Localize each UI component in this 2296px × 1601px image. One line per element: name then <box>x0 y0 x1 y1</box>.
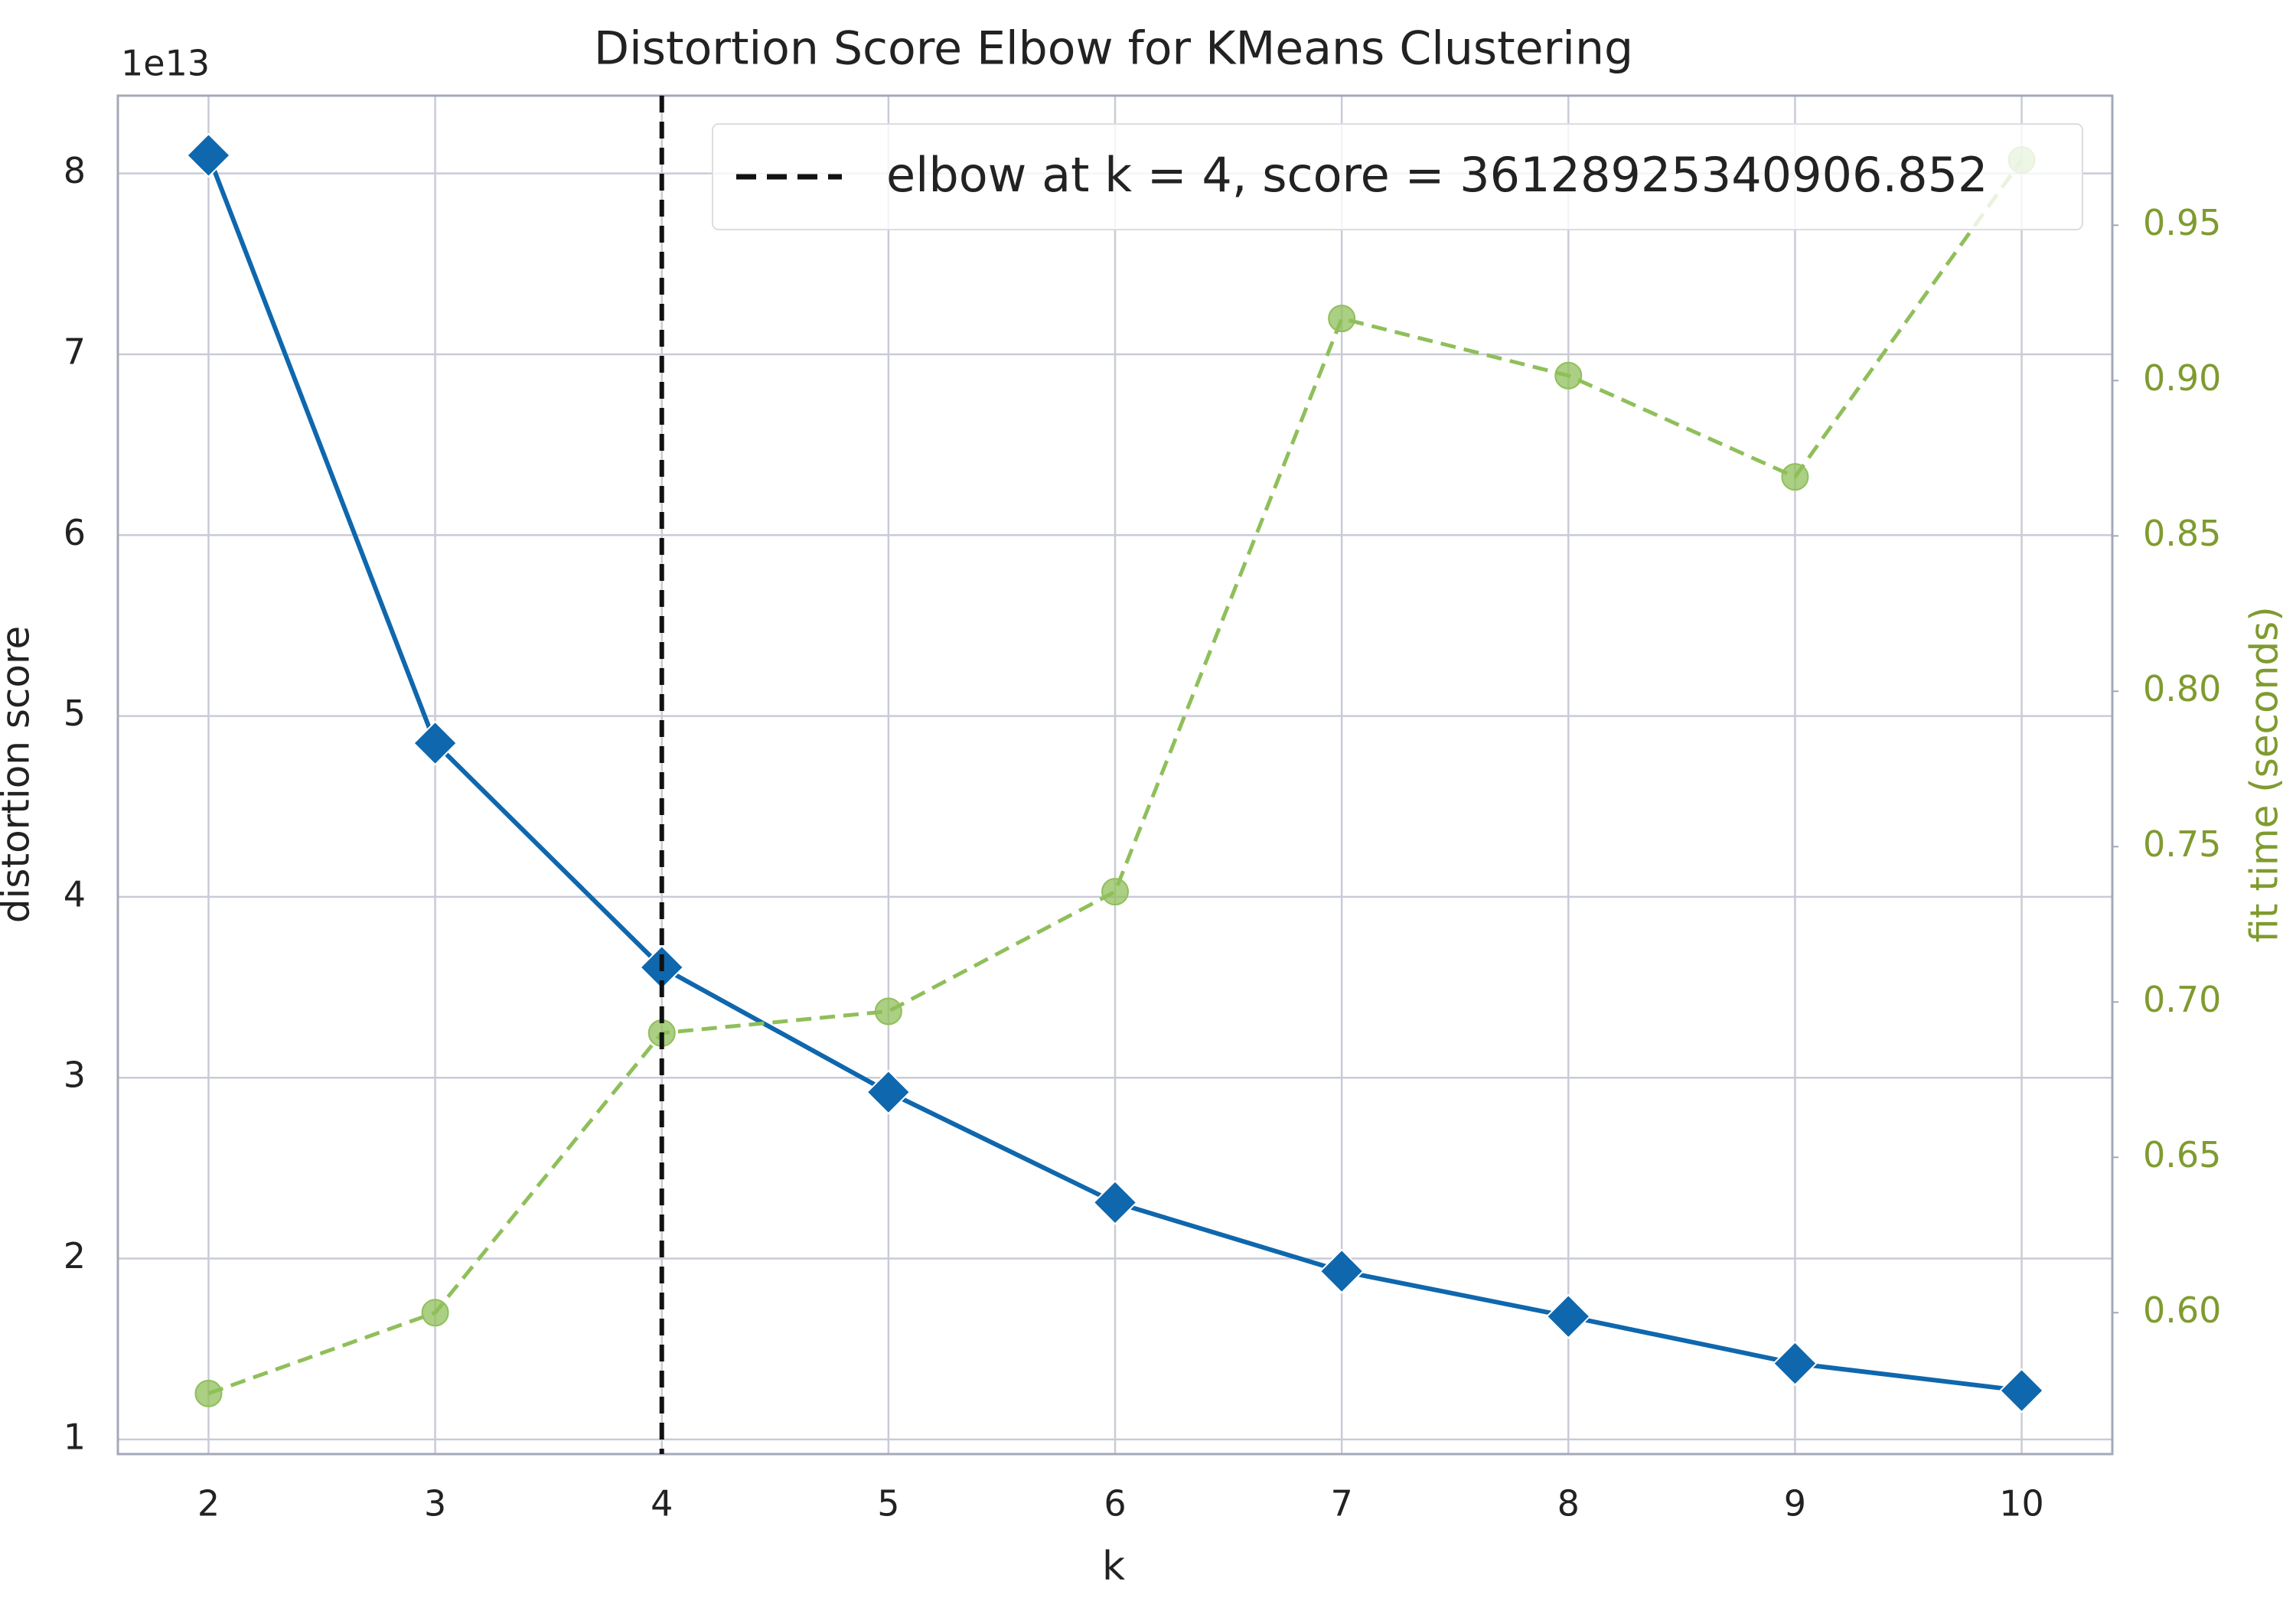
y-tick-label: 4 <box>64 873 86 915</box>
y2-tick-label: 0.75 <box>2143 823 2221 865</box>
series-line <box>207 158 2024 1396</box>
data-point <box>421 1299 449 1327</box>
y2-tick-label: 0.65 <box>2143 1134 2221 1175</box>
y-axis-label: distortion score <box>0 626 38 923</box>
y2-tick-label: 0.95 <box>2143 202 2221 243</box>
y-tick-label: 6 <box>64 512 86 553</box>
y-tick-label: 3 <box>64 1055 86 1096</box>
x-tick-label: 2 <box>197 1483 220 1524</box>
x-tick-label: 7 <box>1330 1483 1352 1524</box>
legend-box <box>712 123 2083 230</box>
plot-frame <box>116 94 2114 1456</box>
data-point <box>1101 878 1129 906</box>
data-point <box>1328 305 1356 333</box>
x-tick-label: 4 <box>651 1483 673 1524</box>
y-tick-label: 5 <box>64 693 86 734</box>
data-point <box>413 720 458 766</box>
data-point <box>1999 1368 2044 1414</box>
data-point <box>1772 1341 1818 1387</box>
data-point <box>1781 463 1809 491</box>
data-point <box>1319 1248 1365 1294</box>
y2-tick-label: 0.80 <box>2143 668 2221 709</box>
data-point <box>194 1379 223 1407</box>
x-tick-label: 9 <box>1784 1483 1806 1524</box>
data-point <box>186 132 231 178</box>
y2-tick-label: 0.90 <box>2143 357 2221 399</box>
data-point <box>1545 1293 1591 1339</box>
y-tick-label: 2 <box>64 1235 86 1277</box>
x-tick-label: 10 <box>1999 1483 2044 1524</box>
y-tick-label: 1 <box>64 1416 86 1457</box>
x-tick-label: 6 <box>1104 1483 1126 1524</box>
y-offset-label: 1e13 <box>121 43 210 84</box>
y2-tick-label: 0.85 <box>2143 513 2221 554</box>
y2-axis-label: fit time (seconds) <box>2242 606 2287 942</box>
legend-label: elbow at k = 4, score = 36128925340906.8… <box>886 147 1988 203</box>
y-tick-label: 8 <box>64 150 86 191</box>
y2-tick-label: 0.60 <box>2143 1290 2221 1331</box>
chart-title: Distortion Score Elbow for KMeans Cluste… <box>594 22 1633 76</box>
x-tick-label: 8 <box>1557 1483 1580 1524</box>
y-tick-label: 7 <box>64 331 86 372</box>
data-point <box>1092 1179 1138 1225</box>
data-point <box>866 1069 912 1115</box>
x-tick-label: 5 <box>877 1483 899 1524</box>
data-point <box>874 997 902 1025</box>
y2-tick-label: 0.70 <box>2143 979 2221 1020</box>
x-tick-label: 3 <box>424 1483 446 1524</box>
x-axis-label: k <box>1102 1544 1125 1590</box>
data-point <box>1554 361 1583 390</box>
